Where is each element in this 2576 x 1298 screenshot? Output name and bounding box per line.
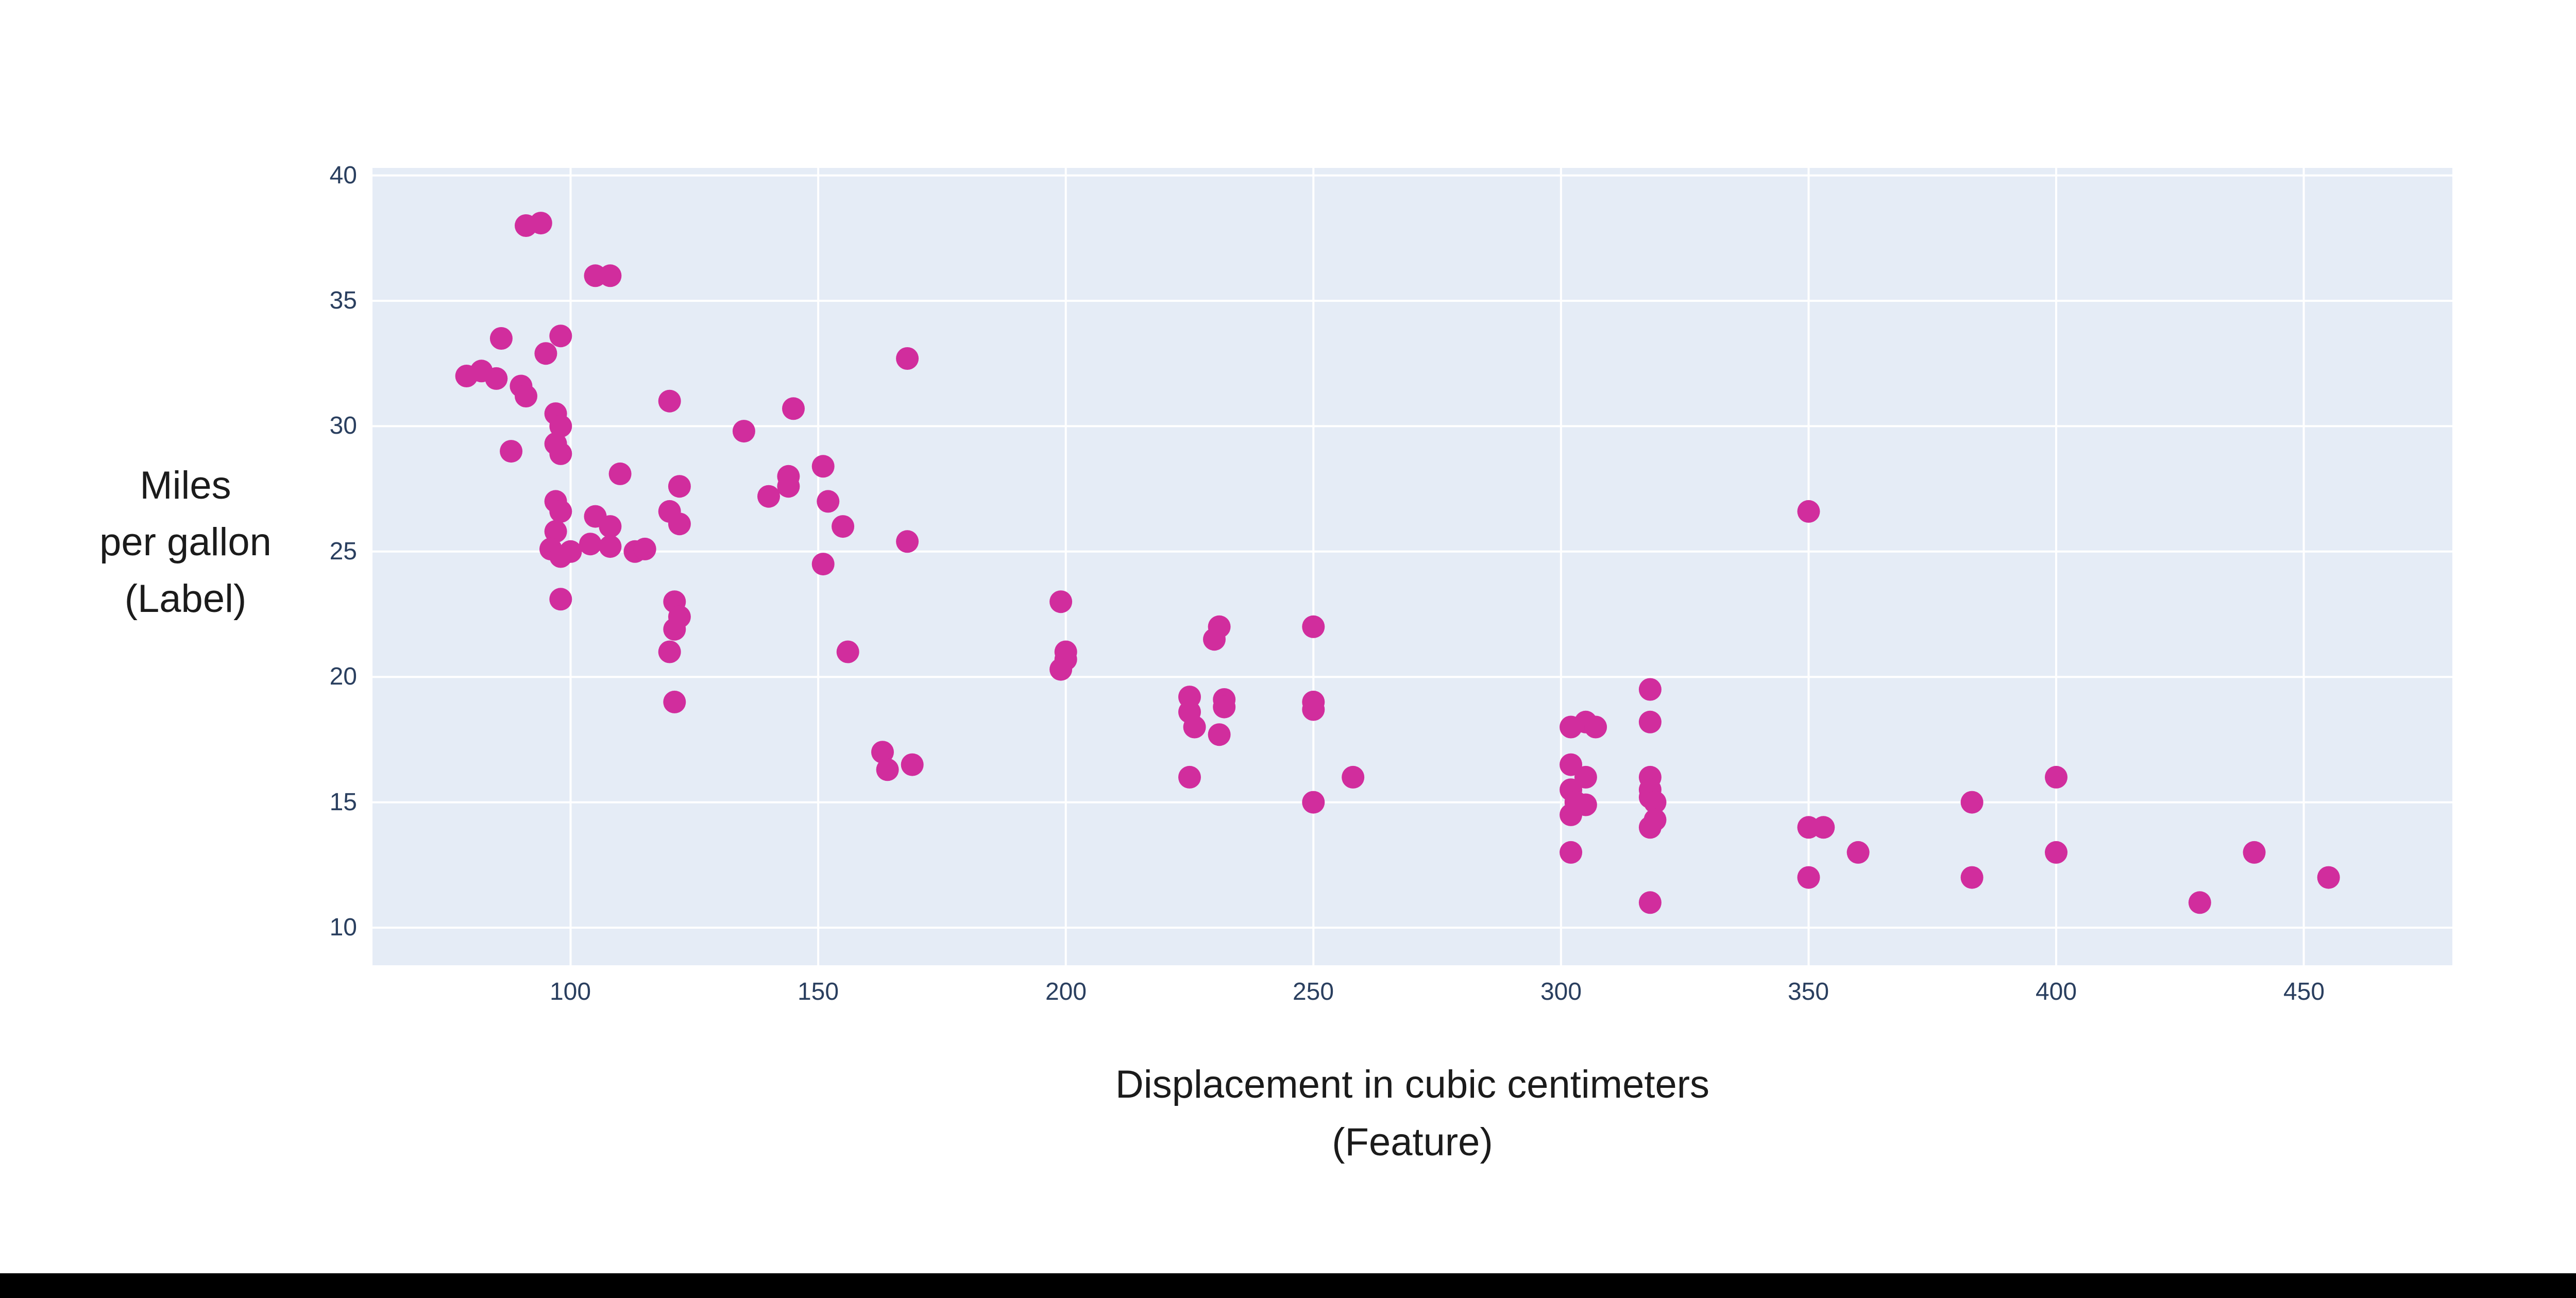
data-point bbox=[549, 588, 572, 611]
data-point bbox=[549, 500, 572, 523]
data-point bbox=[1574, 765, 1597, 789]
data-point bbox=[1178, 765, 1201, 789]
data-point bbox=[1049, 658, 1073, 681]
footer-bar bbox=[0, 1273, 2576, 1298]
x-tick-label: 350 bbox=[1787, 978, 1829, 1005]
data-point bbox=[1638, 678, 1662, 701]
data-point bbox=[489, 327, 513, 350]
data-point bbox=[633, 537, 656, 560]
x-axis-title: Displacement in cubic centimeters (Featu… bbox=[372, 1056, 2452, 1171]
y-axis-ticks: 10 15 20 25 30 35 40 bbox=[223, 162, 357, 965]
data-point bbox=[599, 535, 622, 558]
data-point bbox=[871, 741, 894, 764]
data-point bbox=[1574, 793, 1597, 816]
data-point bbox=[2045, 765, 2067, 789]
y-tick-label: 15 bbox=[329, 789, 357, 816]
data-point bbox=[2188, 891, 2211, 914]
data-point bbox=[1846, 841, 1870, 864]
x-tick-label: 400 bbox=[2035, 978, 2077, 1005]
y-tick-label: 10 bbox=[329, 914, 357, 941]
data-point bbox=[549, 415, 572, 438]
data-point bbox=[1812, 816, 1835, 839]
x-axis-title-line-1: Displacement in cubic centimeters bbox=[1115, 1063, 1710, 1106]
data-point bbox=[732, 420, 755, 443]
data-point bbox=[1638, 710, 1662, 733]
data-point bbox=[832, 515, 855, 538]
data-point bbox=[529, 212, 552, 235]
x-tick-label: 450 bbox=[2283, 978, 2325, 1005]
data-point bbox=[1049, 590, 1073, 613]
data-point bbox=[549, 442, 572, 465]
data-point bbox=[663, 618, 686, 641]
data-point bbox=[1643, 808, 1667, 831]
data-point bbox=[599, 515, 622, 538]
data-point bbox=[1560, 753, 1583, 776]
y-tick-label: 40 bbox=[329, 162, 357, 189]
data-point bbox=[1213, 695, 1236, 719]
data-point bbox=[836, 640, 859, 663]
y-tick-label: 30 bbox=[329, 412, 357, 439]
data-point bbox=[876, 758, 899, 781]
data-point bbox=[579, 533, 602, 556]
data-point bbox=[534, 342, 557, 365]
data-point bbox=[1302, 615, 1325, 638]
data-point bbox=[896, 347, 919, 370]
data-point bbox=[1797, 866, 1820, 889]
plot-area bbox=[372, 168, 2452, 965]
y-axis-title-line-1: Miles bbox=[140, 464, 231, 507]
data-point bbox=[599, 264, 622, 287]
data-point bbox=[663, 690, 686, 713]
data-point bbox=[668, 475, 691, 498]
data-point bbox=[777, 475, 800, 498]
data-point bbox=[1302, 791, 1325, 814]
data-point bbox=[1797, 500, 1820, 523]
plot-svg bbox=[372, 168, 2452, 965]
data-point bbox=[658, 389, 681, 413]
y-axis-title-line-3: (Label) bbox=[124, 577, 247, 621]
x-tick-label: 100 bbox=[549, 978, 591, 1005]
data-point bbox=[549, 324, 572, 348]
data-point bbox=[2045, 841, 2067, 864]
data-point bbox=[559, 540, 582, 563]
x-tick-label: 250 bbox=[1292, 978, 1334, 1005]
data-point bbox=[901, 753, 924, 776]
data-point bbox=[1302, 698, 1325, 721]
x-axis-title-line-2: (Feature) bbox=[1332, 1120, 1493, 1164]
data-point bbox=[2243, 841, 2266, 864]
data-point bbox=[1208, 723, 1231, 746]
data-point bbox=[608, 462, 632, 485]
data-point bbox=[1638, 891, 1662, 914]
data-point bbox=[1643, 791, 1667, 814]
data-point bbox=[1960, 791, 1984, 814]
x-tick-label: 200 bbox=[1045, 978, 1087, 1005]
data-point bbox=[896, 530, 919, 553]
data-point bbox=[817, 490, 840, 513]
data-point bbox=[500, 440, 523, 463]
data-point bbox=[515, 385, 537, 407]
data-point bbox=[2317, 866, 2340, 889]
y-tick-label: 25 bbox=[329, 538, 357, 565]
data-point bbox=[782, 397, 805, 420]
data-point bbox=[1203, 628, 1226, 651]
data-point bbox=[658, 640, 681, 663]
data-point bbox=[544, 520, 567, 543]
data-point bbox=[1584, 715, 1607, 739]
data-point bbox=[1342, 765, 1365, 789]
data-point bbox=[1960, 866, 1984, 889]
y-tick-label: 20 bbox=[329, 663, 357, 690]
y-tick-label: 35 bbox=[329, 287, 357, 314]
data-point bbox=[757, 485, 780, 508]
data-point bbox=[485, 367, 508, 390]
y-axis-title: Miles per gallon (Label) bbox=[57, 457, 314, 627]
y-axis-title-line-2: per gallon bbox=[99, 520, 272, 564]
data-point bbox=[668, 513, 691, 536]
x-tick-label: 150 bbox=[797, 978, 839, 1005]
x-tick-label: 300 bbox=[1540, 978, 1582, 1005]
data-point bbox=[811, 455, 835, 478]
data-point bbox=[1560, 841, 1583, 864]
data-point bbox=[811, 553, 835, 576]
data-point bbox=[1183, 715, 1206, 739]
x-axis-ticks: 100 150 200 250 300 350 400 450 bbox=[372, 977, 2452, 1018]
